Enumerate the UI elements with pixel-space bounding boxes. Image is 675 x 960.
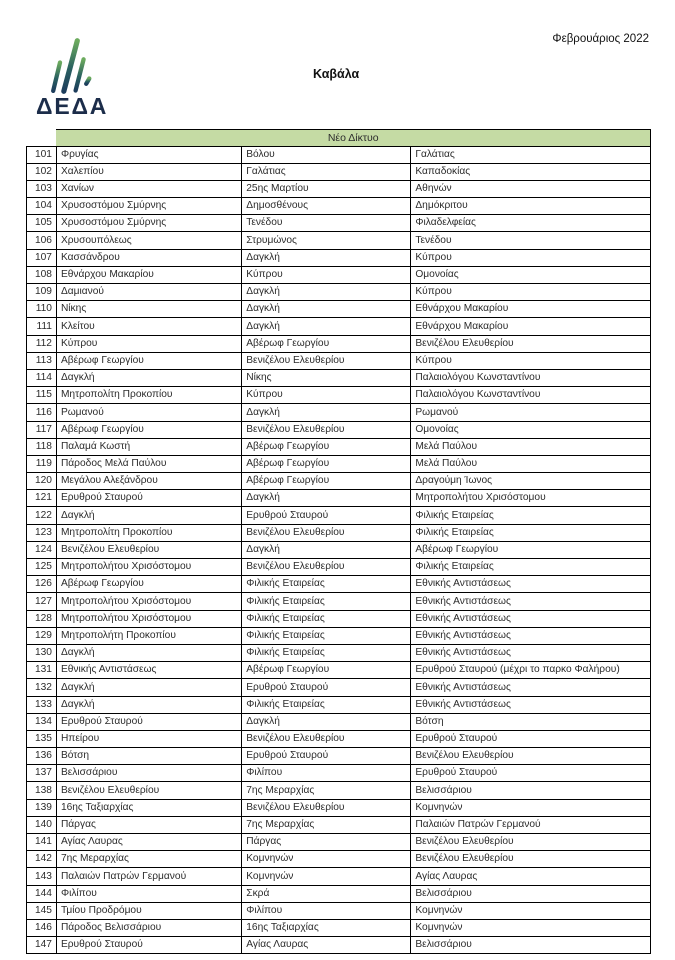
- svg-text:ΔΕΔΑ: ΔΕΔΑ: [36, 93, 108, 119]
